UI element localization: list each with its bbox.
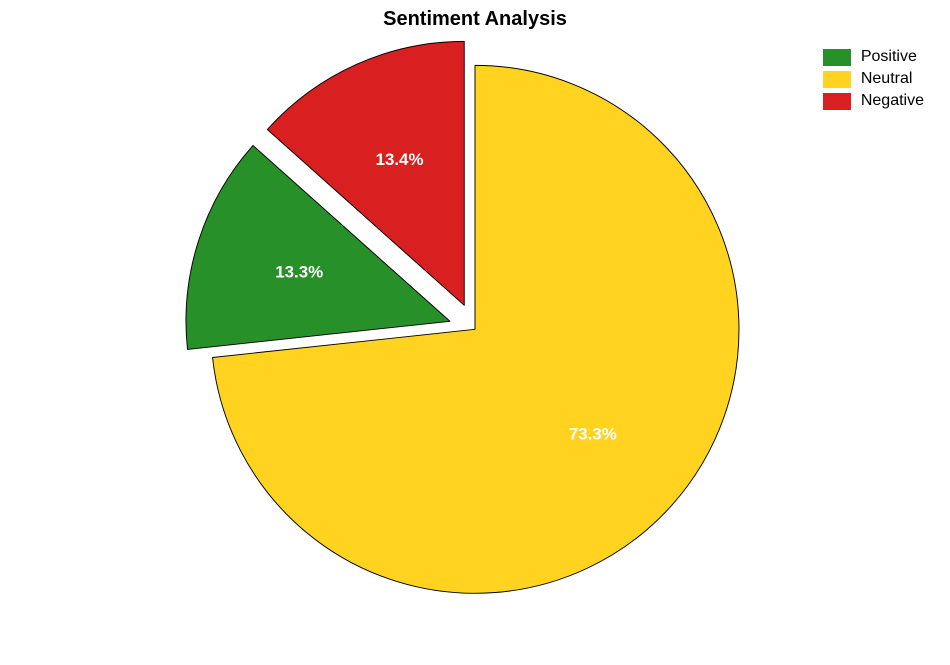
chart-legend: Positive Neutral Negative [823, 48, 924, 114]
legend-swatch [823, 49, 851, 66]
legend-item-positive: Positive [823, 48, 924, 66]
legend-swatch [823, 71, 851, 88]
legend-swatch [823, 93, 851, 110]
pie-slice-label: 73.3% [569, 425, 617, 444]
pie-slice-label: 13.4% [376, 150, 424, 169]
chart-title: Sentiment Analysis [0, 8, 950, 31]
legend-item-negative: Negative [823, 92, 924, 110]
legend-label: Negative [861, 92, 924, 110]
pie-slice-label: 13.3% [275, 262, 323, 281]
legend-item-neutral: Neutral [823, 70, 924, 88]
legend-label: Neutral [861, 70, 913, 88]
legend-label: Positive [861, 48, 917, 66]
pie-chart: 73.3% 13.3% 13.4% [0, 40, 950, 660]
pie-chart-svg: 73.3% 13.3% 13.4% [0, 40, 950, 660]
